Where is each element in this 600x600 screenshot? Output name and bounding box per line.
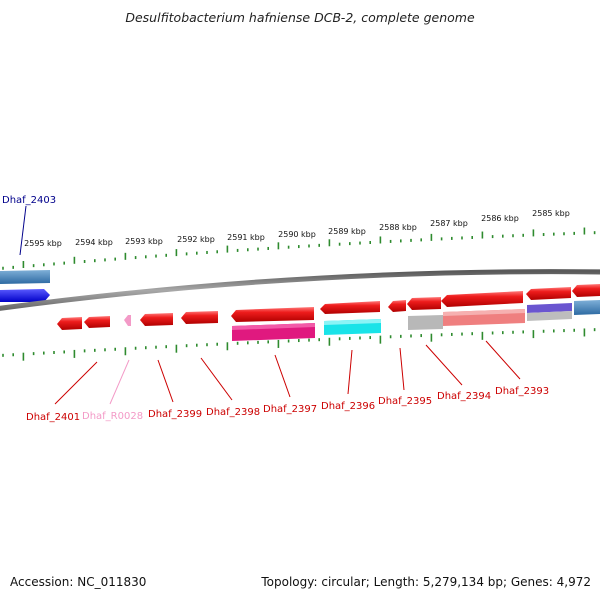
forward-genes (231, 284, 600, 322)
label-connector-dhaf-2394 (425, 344, 463, 386)
gray-track-2 (527, 311, 572, 321)
label-connector-dhaf-2401 (54, 361, 98, 405)
label-connector-dhaf-2403 (19, 205, 27, 256)
tick-label: 2594 kbp (75, 238, 113, 247)
tick-label: 2592 kbp (177, 235, 215, 244)
tick-label: 2588 kbp (379, 223, 417, 232)
gene-arrow-dhaf-2397[interactable] (231, 307, 314, 322)
cyan-track-shine (324, 319, 381, 325)
gene-label-dhaf-2403[interactable]: Dhaf_2403 (2, 195, 56, 206)
accession-text: Accession: NC_011830 (10, 575, 146, 589)
gene-label-dhaf-2399[interactable]: Dhaf_2399 (148, 409, 202, 420)
inner-tick-row (2, 328, 596, 361)
gene-arrow-dhaf-2395[interactable] (388, 300, 406, 312)
gray-track (408, 315, 443, 330)
gene-label-dhaf-2401[interactable]: Dhaf_2401 (26, 412, 80, 423)
annotation-tracks (232, 300, 600, 341)
tick-label: 2595 kbp (24, 239, 62, 248)
tick-label: 2590 kbp (278, 230, 316, 239)
rna-arrow-dhaf-r0028[interactable] (124, 315, 131, 326)
label-connector-dhaf-2393 (485, 340, 521, 380)
purple-track (527, 303, 572, 313)
gene-label-dhaf-2398[interactable]: Dhaf_2398 (206, 407, 260, 418)
salmon-track-shine (443, 309, 525, 316)
reverse-genes (57, 311, 218, 330)
gene-arrow-dhaf-2396[interactable] (320, 301, 380, 314)
gene-label-dhaf-2396[interactable]: Dhaf_2396 (321, 401, 375, 412)
magenta-track-shine (232, 323, 315, 330)
feature-dhaf-2403[interactable] (0, 270, 50, 302)
label-connector-dhaf-2396 (347, 349, 353, 395)
gene-arrow-dhaf-2394[interactable] (407, 297, 441, 310)
gene-arrow-dhaf-2401-b[interactable] (84, 316, 110, 328)
tick-label: 2587 kbp (430, 219, 468, 228)
blue-gene-arrow (0, 289, 50, 302)
label-connector-dhaf-2398 (200, 357, 233, 401)
genome-summary-text: Topology: circular; Length: 5,279,134 bp… (260, 575, 591, 589)
outer-tick-row (2, 227, 596, 270)
label-connector-dhaf-2395 (399, 347, 405, 391)
gene-label-dhaf-2393[interactable]: Dhaf_2393 (495, 386, 549, 397)
tick-label: 2591 kbp (227, 233, 265, 242)
gene-arrow-next-2[interactable] (572, 284, 600, 297)
label-connector-dhaf-r0028 (109, 359, 130, 405)
gene-label-dhaf-2397[interactable]: Dhaf_2397 (263, 404, 317, 415)
tick-label: 2586 kbp (481, 214, 519, 223)
tick-label: 2589 kbp (328, 227, 366, 236)
gene-label-dhaf-r0028[interactable]: Dhaf_R0028 (82, 411, 143, 422)
gene-arrow-dhaf-2401-a[interactable] (57, 317, 82, 330)
steelblue-gene-bar (0, 270, 50, 284)
gene-arrow-next-1[interactable] (526, 287, 571, 300)
gene-arrow-dhaf-2393[interactable] (441, 291, 523, 307)
gene-arrow-dhaf-2398[interactable] (181, 311, 218, 324)
label-connector-dhaf-2399 (157, 359, 174, 403)
gene-label-dhaf-2395[interactable]: Dhaf_2395 (378, 396, 432, 407)
tick-label: 2593 kbp (125, 237, 163, 246)
tick-label: 2585 kbp (532, 209, 570, 218)
label-connector-dhaf-2397 (274, 354, 291, 398)
gene-arrow-dhaf-2399[interactable] (140, 313, 173, 326)
gene-label-dhaf-2394[interactable]: Dhaf_2394 (437, 391, 491, 402)
steelblue-track-right (574, 300, 600, 315)
bottom-gene-labels: Dhaf_2401 Dhaf_R0028 Dhaf_2399 Dhaf_2398 Dha… (26, 340, 549, 423)
genome-backbone (0, 269, 600, 311)
tick-label-row: 2595 kbp 2594 kbp 2593 kbp 2592 kbp 2591 kbp… (24, 209, 570, 248)
map-title: Desulfitobacterium hafniense DCB-2, comp… (125, 10, 475, 25)
